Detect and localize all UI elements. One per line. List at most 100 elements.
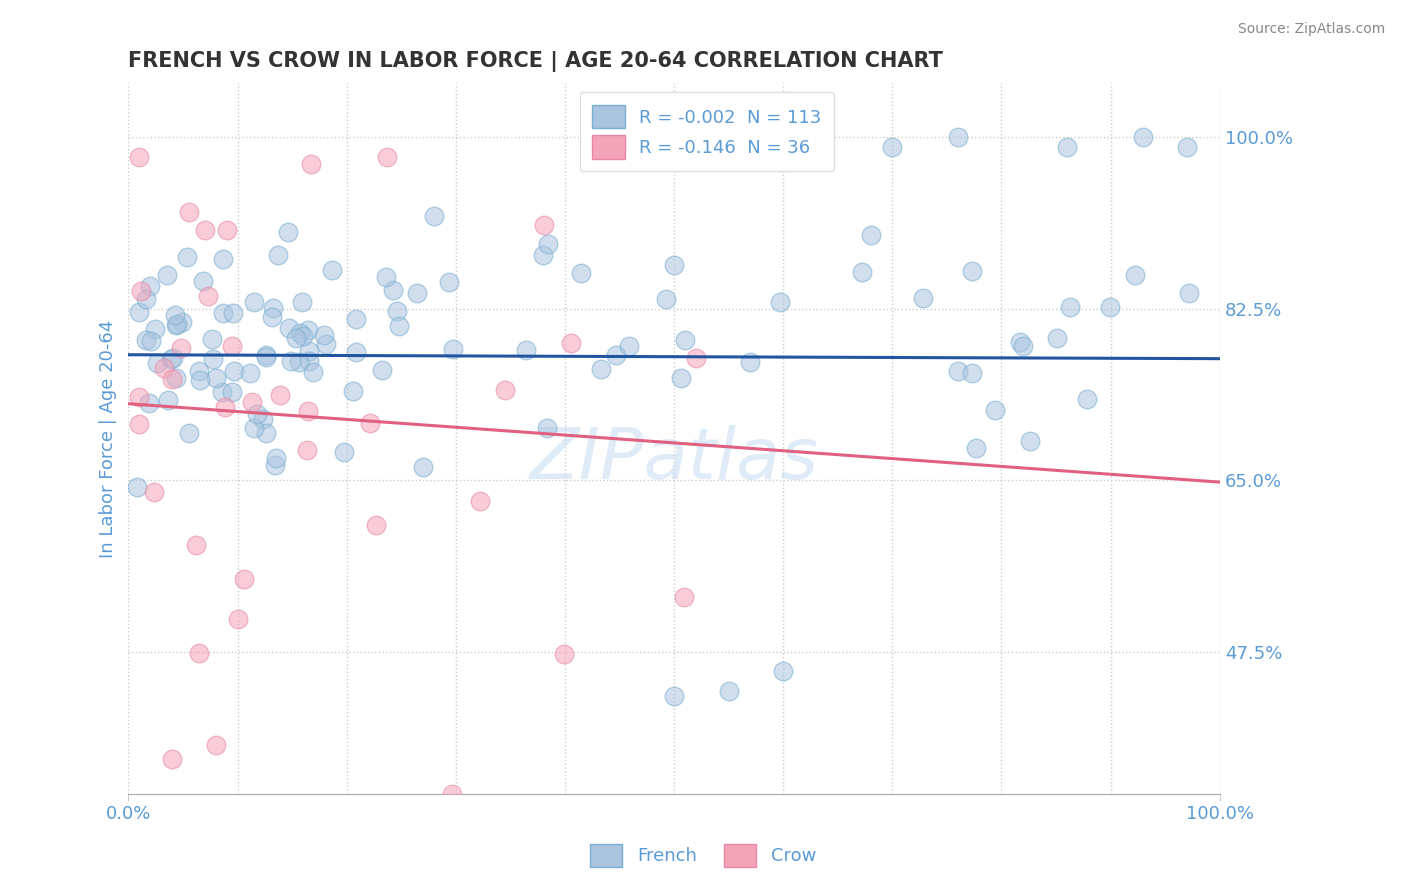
- Point: [297, 404, 319, 418]
- Point: [669, 371, 692, 385]
- Point: [262, 310, 284, 324]
- Text: FRENCH VS CROW IN LABOR FORCE | AGE 20-64 CORRELATION CHART: FRENCH VS CROW IN LABOR FORCE | AGE 20-6…: [128, 51, 943, 71]
- Point: [262, 301, 284, 315]
- Point: [364, 518, 387, 533]
- Point: [135, 333, 157, 347]
- Point: [280, 353, 302, 368]
- Point: [960, 366, 983, 380]
- Point: [179, 425, 201, 440]
- Point: [139, 334, 162, 348]
- Point: [215, 223, 238, 237]
- Point: [269, 388, 291, 402]
- Point: [738, 355, 761, 369]
- Point: [315, 336, 337, 351]
- Point: [388, 318, 411, 333]
- Point: [302, 365, 325, 379]
- Point: [233, 572, 256, 586]
- Point: [342, 384, 364, 398]
- Point: [605, 348, 627, 362]
- Point: [226, 612, 249, 626]
- Point: [212, 306, 235, 320]
- Point: [264, 450, 287, 465]
- Point: [157, 393, 180, 408]
- Point: [412, 460, 434, 475]
- Point: [256, 351, 278, 365]
- Point: [672, 590, 695, 604]
- Point: [960, 264, 983, 278]
- Point: [188, 646, 211, 660]
- Point: [321, 263, 343, 277]
- Point: [662, 258, 685, 272]
- Point: [156, 268, 179, 282]
- Point: [194, 223, 217, 237]
- Point: [160, 372, 183, 386]
- Point: [153, 361, 176, 376]
- Point: [146, 356, 169, 370]
- Point: [381, 283, 404, 297]
- Point: [685, 351, 707, 365]
- Point: [553, 647, 575, 661]
- Point: [406, 285, 429, 300]
- Point: [298, 353, 321, 368]
- Point: [437, 275, 460, 289]
- Point: [263, 458, 285, 472]
- Point: [160, 752, 183, 766]
- Point: [589, 362, 612, 376]
- Point: [882, 140, 904, 154]
- Point: [851, 265, 873, 279]
- Point: [531, 248, 554, 262]
- Point: [984, 402, 1007, 417]
- Point: [1132, 130, 1154, 145]
- Text: Source: ZipAtlas.com: Source: ZipAtlas.com: [1237, 22, 1385, 37]
- Point: [1059, 301, 1081, 315]
- Point: [533, 218, 555, 232]
- Point: [1056, 140, 1078, 154]
- Point: [423, 209, 446, 223]
- Point: [468, 493, 491, 508]
- Point: [673, 333, 696, 347]
- Point: [186, 538, 208, 552]
- Point: [138, 396, 160, 410]
- Point: [298, 343, 321, 358]
- Point: [441, 342, 464, 356]
- Point: [165, 318, 187, 332]
- Point: [143, 484, 166, 499]
- Point: [333, 445, 356, 459]
- Point: [191, 275, 214, 289]
- Point: [166, 317, 188, 331]
- Point: [139, 279, 162, 293]
- Point: [127, 480, 149, 494]
- Point: [128, 417, 150, 431]
- Point: [131, 284, 153, 298]
- Point: [239, 366, 262, 380]
- Point: [385, 304, 408, 318]
- Point: [291, 295, 314, 310]
- Point: [205, 371, 228, 385]
- Point: [288, 355, 311, 369]
- Point: [128, 391, 150, 405]
- Point: [617, 339, 640, 353]
- Point: [494, 384, 516, 398]
- Point: [1076, 392, 1098, 407]
- Point: [717, 683, 740, 698]
- Point: [312, 328, 335, 343]
- Point: [201, 332, 224, 346]
- Point: [515, 343, 537, 357]
- Point: [359, 417, 381, 431]
- Point: [224, 364, 246, 378]
- Point: [159, 352, 181, 367]
- Point: [170, 341, 193, 355]
- Point: [560, 335, 582, 350]
- Point: [965, 441, 987, 455]
- Point: [278, 321, 301, 335]
- Point: [243, 421, 266, 435]
- Point: [912, 291, 935, 305]
- Point: [211, 385, 233, 400]
- Point: [285, 331, 308, 345]
- Point: [290, 326, 312, 340]
- Point: [371, 363, 394, 377]
- Point: [254, 425, 277, 440]
- Point: [1175, 140, 1198, 154]
- Point: [242, 294, 264, 309]
- Point: [145, 322, 167, 336]
